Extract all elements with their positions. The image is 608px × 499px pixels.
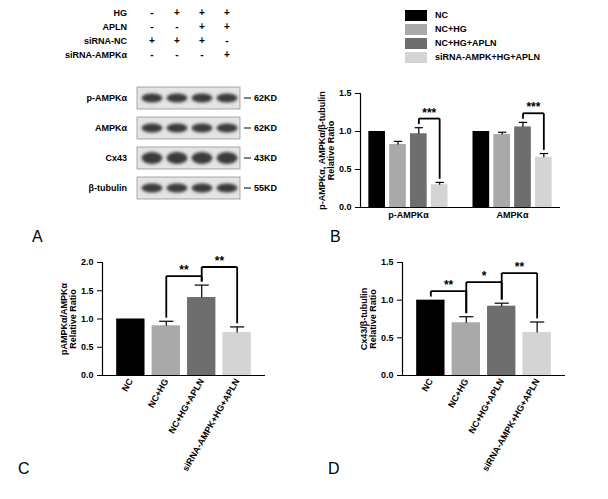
svg-text:siRNA-AMPK+HG+APLN: siRNA-AMPK+HG+APLN (180, 377, 241, 473)
html-text:NC+HG: NC+HG (435, 24, 467, 34)
svg-text:siRNA-NC: siRNA-NC (84, 36, 128, 46)
svg-text:NC: NC (120, 377, 135, 394)
svg-text:NC+HG+APLN: NC+HG+APLN (167, 377, 206, 435)
svg-text:Cx43/β-tubulinRelative Ratio: Cx43/β-tubulinRelative Ratio (359, 288, 378, 351)
svg-text:-: - (225, 35, 228, 46)
svg-text:0.0: 0.0 (381, 370, 394, 380)
svg-text:0.5: 0.5 (339, 164, 352, 174)
svg-text:p-AMPKα, AMPKα/β-tubulinRelati: p-AMPKα, AMPKα/β-tubulinRelative Ratio (317, 91, 336, 210)
svg-text:55KD: 55KD (254, 183, 278, 193)
svg-text:62KD: 62KD (254, 93, 278, 103)
svg-text:+: + (199, 35, 205, 46)
svg-text:+: + (199, 7, 205, 18)
svg-text:APLN: APLN (103, 22, 128, 32)
svg-text:***: *** (526, 100, 540, 114)
svg-text:43KD: 43KD (254, 153, 278, 163)
svg-text:1.0: 1.0 (339, 126, 352, 136)
svg-text:NC: NC (420, 377, 435, 394)
svg-text:NC+HG: NC+HG (446, 377, 471, 410)
svg-text:p-AMPKα: p-AMPKα (86, 93, 127, 103)
svg-text:p-AMPKα: p-AMPKα (388, 210, 429, 220)
html-text:A: A (32, 228, 43, 245)
svg-text:**: ** (515, 260, 525, 274)
svg-text:+: + (224, 7, 230, 18)
svg-text:*: * (482, 269, 487, 283)
svg-text:1.0: 1.0 (81, 314, 94, 324)
svg-text:AMPKα: AMPKα (95, 123, 127, 133)
svg-text:2.0: 2.0 (81, 257, 94, 267)
html-text:C: C (18, 460, 30, 477)
svg-text:0.0: 0.0 (339, 202, 352, 212)
svg-text:***: *** (422, 106, 436, 120)
svg-text:0.0: 0.0 (81, 370, 94, 380)
svg-text:1.5: 1.5 (339, 88, 352, 98)
svg-text:NC+HG: NC+HG (146, 377, 171, 410)
svg-text:**: ** (444, 278, 454, 292)
svg-text:+: + (149, 35, 155, 46)
html-text:D: D (328, 460, 340, 477)
svg-text:-: - (150, 49, 153, 60)
html-text:NC: NC (435, 10, 448, 20)
html-text:siRNA-AMPK+HG+APLN: siRNA-AMPK+HG+APLN (435, 52, 540, 62)
svg-text:pAMPKα/AMPKαRelative Ratio: pAMPKα/AMPKαRelative Ratio (59, 283, 78, 356)
svg-text:siRNA-AMPK+HG+APLN: siRNA-AMPK+HG+APLN (480, 377, 541, 473)
svg-text:+: + (174, 7, 180, 18)
svg-text:Cx43: Cx43 (105, 153, 127, 163)
svg-text:-: - (150, 21, 153, 32)
svg-text:-: - (175, 49, 178, 60)
svg-text:+: + (174, 35, 180, 46)
svg-text:1.0: 1.0 (381, 295, 394, 305)
svg-text:β-tubulin: β-tubulin (89, 183, 127, 193)
svg-text:siRNA-AMPKα: siRNA-AMPKα (65, 50, 128, 60)
svg-text:-: - (200, 49, 203, 60)
svg-text:**: ** (179, 263, 189, 277)
svg-text:-: - (175, 21, 178, 32)
svg-text:62KD: 62KD (254, 123, 278, 133)
svg-text:+: + (224, 21, 230, 32)
svg-text:+: + (199, 21, 205, 32)
html-text:B: B (330, 228, 341, 245)
svg-text:AMPKα: AMPKα (497, 210, 529, 220)
svg-text:+: + (224, 49, 230, 60)
svg-text:HG: HG (114, 8, 128, 18)
svg-text:**: ** (215, 254, 225, 268)
svg-text:0.5: 0.5 (381, 333, 394, 343)
svg-text:-: - (150, 7, 153, 18)
svg-text:NC+HG+APLN: NC+HG+APLN (467, 377, 506, 435)
svg-text:1.5: 1.5 (381, 257, 394, 267)
svg-text:1.5: 1.5 (81, 286, 94, 296)
svg-text:0.5: 0.5 (81, 342, 94, 352)
html-text:NC+HG+APLN: NC+HG+APLN (435, 38, 497, 48)
